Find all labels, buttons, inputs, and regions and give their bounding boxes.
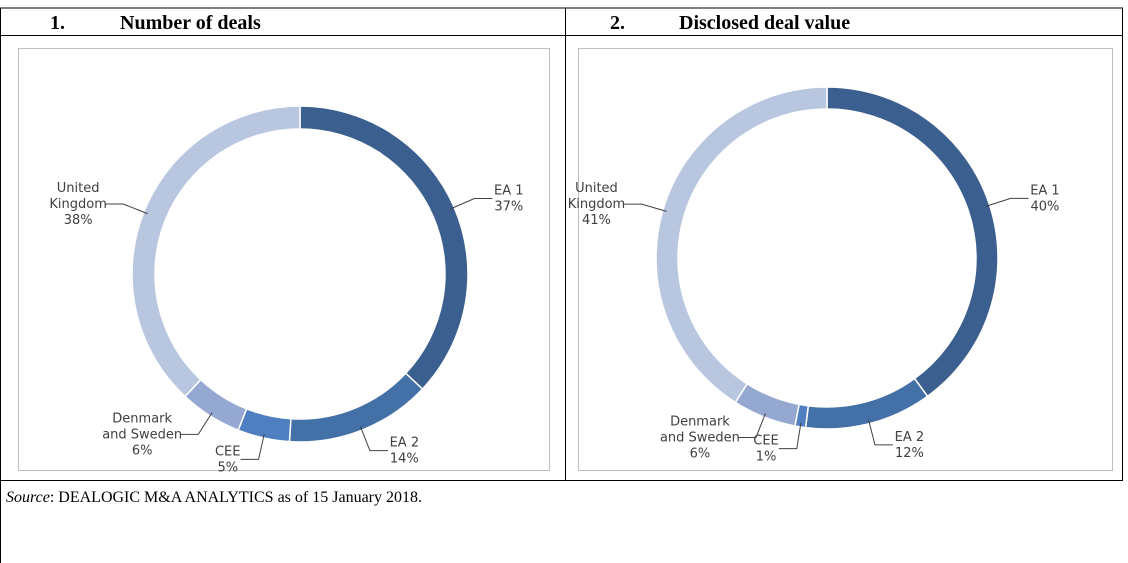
chart-number: 1. [50,12,65,34]
leader-line [778,422,802,450]
source-note: Source: DEALOGIC M&A ANALYTICS as of 15 … [6,489,422,506]
data-label-value: 6% [132,443,153,458]
donut-segment [734,382,800,427]
donut-segment [288,372,424,443]
data-label-value: 1% [756,450,777,465]
data-label-name: EA 2 [895,430,925,445]
source-text: : DEALOGIC M&A ANALYTICS as of 15 Januar… [50,489,422,506]
data-label-name: EA 1 [494,184,524,199]
data-label-name: CEE [215,444,241,459]
donut-segment [655,86,828,404]
donut-segment [237,407,292,443]
donut-segment [299,105,469,391]
leader-line [868,419,893,446]
data-label-name: EA 2 [390,436,420,451]
data-label-name: Denmark and Sweden [660,414,740,445]
leader-line [985,197,1029,207]
leader-line [240,433,265,460]
data-label-name: CEE [753,434,779,449]
chart-frame [18,48,550,471]
chart-number: 2. [610,12,625,34]
donut-segment [826,86,999,398]
data-label-name: EA 1 [1030,183,1060,198]
data-label-name: United Kingdom [568,181,626,212]
donut-segment [131,105,301,398]
data-label-value: 41% [582,213,611,228]
source-label: Source [6,489,50,506]
data-label-name: Denmark and Sweden [102,411,182,442]
donut-segment [804,377,929,430]
data-label-value: 14% [390,452,419,467]
leader-line [450,198,493,210]
data-label-name: United Kingdom [49,181,107,212]
data-label-value: 40% [1031,199,1060,214]
leader-line [623,203,667,212]
leader-line [359,426,388,452]
chart-title: Disclosed deal value [679,12,850,34]
chart-title: Number of deals [120,12,261,34]
data-label-value: 37% [494,200,523,215]
data-label-value: 5% [217,460,238,475]
data-label-value: 12% [895,446,924,461]
leader-line [180,412,213,435]
leader-line [737,413,766,438]
chart-frame [578,48,1113,471]
data-label-value: 38% [64,213,93,228]
leader-line [105,203,148,215]
data-label-value: 6% [690,446,711,461]
